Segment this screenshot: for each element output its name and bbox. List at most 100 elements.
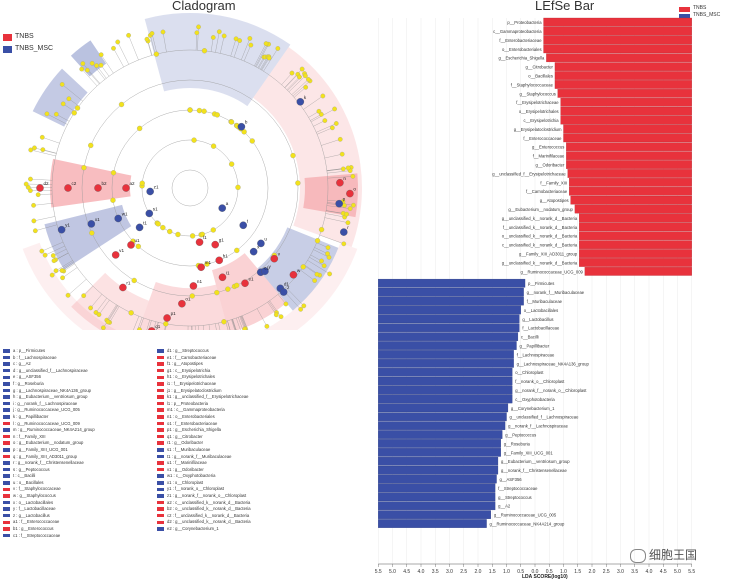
clade-label: v1	[119, 248, 124, 253]
key-row: h1 : o__Erysipelotrichales	[157, 374, 357, 381]
taxon-node	[330, 125, 335, 131]
bar-tnbs	[554, 62, 692, 71]
x-tick-label: 0.5	[546, 569, 553, 575]
taxon-node	[345, 220, 351, 226]
key-text: s : g__Peptococcus	[13, 466, 50, 472]
bar-tnbs	[543, 26, 692, 36]
taxon-node	[299, 66, 305, 72]
key-text: n1 : o__Enterobacteriales	[167, 413, 215, 419]
taxon-node	[79, 66, 85, 72]
key-text: t : c__Bacilli	[13, 473, 36, 479]
bar-label-tnbs-msc: g__Ruminococcaceae_UCG_005	[494, 513, 557, 518]
taxon-node	[118, 101, 125, 108]
key-swatch	[3, 527, 10, 531]
bar-tnbs-msc	[378, 359, 514, 368]
key-text: c1 : f__Streptococcaceae	[13, 532, 61, 538]
bar-label-tnbs: c__Erysipelotrichia	[523, 118, 559, 123]
phylogeny-branch	[35, 224, 58, 231]
phylogeny-branch	[287, 73, 305, 91]
phylogeny-branch	[41, 241, 64, 252]
phylogeny-branch	[241, 38, 251, 60]
bar-label-tnbs-msc: c__Bacilli	[521, 335, 539, 340]
phylogeny-branch	[82, 63, 101, 84]
x-tick-label: 1.5	[574, 569, 581, 575]
clade-sector	[71, 272, 149, 330]
taxon-node	[318, 226, 325, 233]
key-text: d2 : g__unclassified_k__norank_d__Bacter…	[167, 519, 251, 525]
phylogeny-branch	[203, 325, 204, 330]
phylogeny-branch	[220, 35, 225, 54]
legend-label-tnbs-msc: TNBS_MSC	[15, 45, 54, 52]
taxon-node	[319, 258, 324, 264]
taxon-node	[214, 112, 220, 118]
taxon-node	[35, 192, 41, 198]
taxon-node	[65, 292, 71, 298]
taxon-node	[39, 134, 45, 140]
watermark-icon	[630, 548, 646, 563]
key-row: d1 : g__Streptococcus	[157, 348, 357, 355]
key-swatch	[3, 520, 10, 525]
key-swatch	[3, 388, 10, 393]
bar-label-tnbs-msc: f__Muribaculaceae	[527, 299, 563, 304]
phylogeny-branch	[198, 325, 199, 330]
bar-label-tnbs-msc: f__norank_o__Chloroplast	[515, 379, 565, 384]
key-text: q : g__Family_XIII_AD3011_group	[13, 453, 77, 459]
watermark: 细胞王国	[630, 546, 697, 563]
taxon-node	[318, 112, 324, 117]
clade-sector	[44, 204, 132, 270]
taxon-node	[71, 110, 77, 116]
key-swatch	[157, 441, 164, 445]
taxon-node	[275, 46, 281, 51]
phylogeny-branch	[215, 323, 217, 330]
phylogeny-branch	[165, 323, 167, 330]
key-row: b2 : o__unclassified_k__norank_d__Bacter…	[157, 506, 357, 513]
taxon-node	[115, 39, 121, 45]
biomarker-node	[270, 254, 279, 263]
key-swatch	[157, 408, 164, 412]
taxon-node	[88, 305, 93, 311]
key-swatch	[3, 408, 10, 412]
bar-tnbs	[569, 178, 692, 187]
phylogeny-branch	[255, 44, 268, 67]
key-row: v1 : g__Odoribacter	[157, 467, 357, 474]
bar-label-tnbs-msc: g__ASF356	[500, 477, 523, 482]
key-text: e2 : g__Corynebacterium_1	[167, 526, 219, 532]
clade-label: d1	[284, 281, 290, 286]
phylogeny-branch	[307, 260, 330, 275]
clade-labels: d2 c2 b2 a2 z1 y1 x1 w1 v1 u1 t1 s1 r1 q1 p1 o1 n1 m1 l1 i1…	[44, 95, 357, 329]
key-row: q1 : g__Citrobacter	[157, 434, 357, 441]
x-tick-label: 0.0	[532, 569, 539, 575]
key-swatch	[157, 355, 164, 360]
key-text: u1 : f__Marinifilaceae	[167, 460, 207, 466]
phylogeny-branch	[319, 234, 344, 244]
biomarker-node	[239, 221, 247, 230]
key-text: a1 : f__Enterococcaceae	[13, 519, 60, 525]
key-text: y : f__Lactobacillaceae	[13, 506, 56, 512]
bar-label-tnbs: g__unclassified_f__Erysipelotrichaceae	[492, 171, 566, 176]
key-row: s : g__Peptococcus	[3, 467, 153, 474]
key-swatch	[157, 395, 164, 399]
key-row: j : g__Ruminococcaceae_UCG_005	[3, 407, 153, 414]
taxon-node	[153, 51, 160, 57]
phylogeny-branch	[324, 153, 343, 159]
taxon-node	[89, 60, 95, 66]
taxon-node	[50, 253, 56, 258]
key-row: k : g__Papillibacter	[3, 414, 153, 421]
taxon-node	[241, 129, 247, 135]
taxon-node	[155, 221, 161, 227]
x-tick-label: 2.0	[589, 569, 596, 575]
taxon-node	[322, 118, 328, 123]
taxon-node	[295, 180, 301, 186]
key-text: i1 : f__Erysipelotrichaceae	[167, 380, 217, 386]
bar-label-tnbs: p__Proteobacteria	[507, 20, 542, 25]
clade-label: i1	[226, 270, 230, 275]
bar-label-tnbs-msc: g__Streptococcus	[498, 495, 532, 500]
key-row: l : g__Ruminococcaceae_UCG_009	[3, 421, 153, 428]
key-text: b1 : g__Enterococcus	[13, 526, 54, 532]
bar-tnbs	[543, 35, 692, 45]
taxon-node	[347, 206, 353, 211]
phylogeny-branch	[230, 38, 237, 57]
bar-label-tnbs: g__Ruminococcaceae_UCG_009	[520, 269, 583, 274]
phylogeny-branch	[55, 260, 73, 271]
key-text: c2 : f__unclassified_k__norank_d__Bacter…	[167, 512, 250, 518]
